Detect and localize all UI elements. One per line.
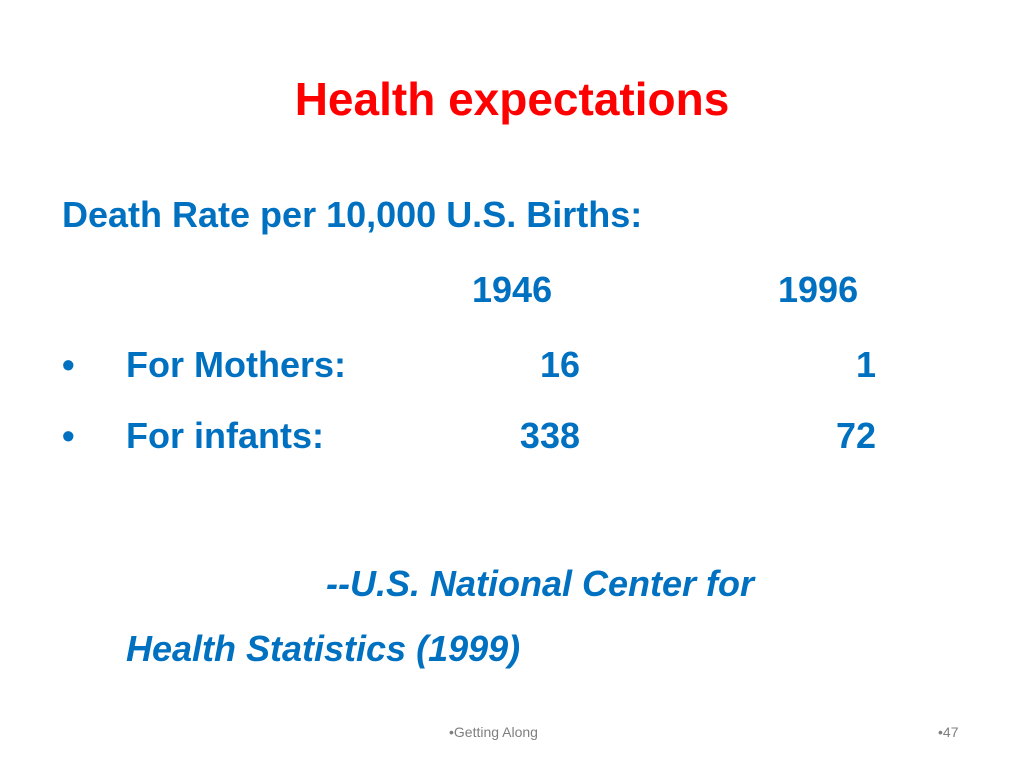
column-header-1946: 1946 xyxy=(472,269,553,310)
footer-title: •Getting Along xyxy=(449,724,538,740)
data-row-mothers: • For Mothers: 16 1 xyxy=(0,343,1024,387)
value-infants-1946: 338 xyxy=(519,415,580,456)
source-citation-line-2: Health Statistics (1999) xyxy=(126,628,521,669)
value-mothers-1996: 1 xyxy=(855,344,876,385)
page-number: •47 xyxy=(938,724,959,740)
row-label-mothers: For Mothers: xyxy=(126,344,346,385)
bullet-icon: • xyxy=(62,344,75,385)
slide-title: Health expectations xyxy=(294,73,730,125)
bullet-icon: • xyxy=(62,415,75,456)
data-row-infants: • For infants: 338 72 xyxy=(0,414,1024,458)
column-header-1996: 1996 xyxy=(778,269,859,310)
value-infants-1996: 72 xyxy=(835,415,876,456)
table-heading: Death Rate per 10,000 U.S. Births: xyxy=(62,194,643,235)
value-mothers-1946: 16 xyxy=(539,344,580,385)
source-citation-line-1: --U.S. National Center for xyxy=(326,563,755,604)
row-label-infants: For infants: xyxy=(126,415,324,456)
